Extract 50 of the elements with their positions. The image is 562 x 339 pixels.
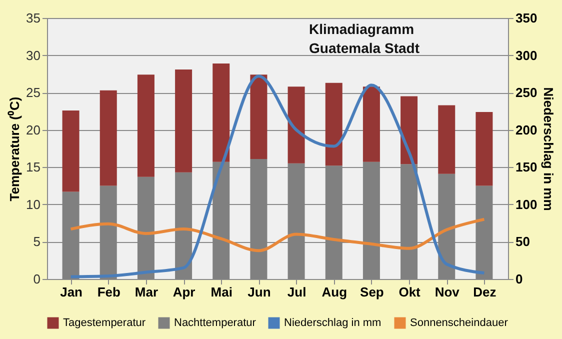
bar xyxy=(212,63,230,162)
x-tick-label: Jan xyxy=(60,284,83,300)
bar xyxy=(400,96,418,164)
legend-label: Nachttemperatur xyxy=(174,317,256,329)
legend-label: Niederschlag in mm xyxy=(284,317,382,329)
x-tick-label: Apr xyxy=(172,284,196,300)
y2-tick-label: 300 xyxy=(516,48,538,63)
bar xyxy=(325,82,342,166)
y-tick-label: 0 xyxy=(33,272,40,286)
bar xyxy=(362,86,380,162)
bar xyxy=(100,90,117,186)
legend-label: Sonnenscheindauer xyxy=(410,317,508,329)
y-tick-label: 30 xyxy=(26,48,40,63)
x-tick-label: Mar xyxy=(134,284,158,300)
x-tick-label: Sep xyxy=(360,284,384,300)
chart-title: Klimadiagramm xyxy=(309,21,414,37)
y-tick-label: 15 xyxy=(26,160,40,175)
x-tick-label: Jul xyxy=(287,284,306,300)
bar xyxy=(175,69,192,172)
x-tick-label: Feb xyxy=(97,284,120,300)
y2-tick-label: 200 xyxy=(516,122,538,138)
y2-tick-label: 0 xyxy=(516,272,523,286)
y-tick-label: 10 xyxy=(26,196,40,212)
bar xyxy=(250,74,268,159)
y-tick-label: 5 xyxy=(33,234,40,250)
legend-label: Tagestemperatur xyxy=(63,317,146,329)
x-tick-label: Dez xyxy=(473,284,497,300)
bar xyxy=(476,112,493,186)
y-axis-title: Temperature (⁰C) xyxy=(7,96,22,202)
y-tick-label: 25 xyxy=(26,85,40,100)
bar xyxy=(288,86,305,164)
bar xyxy=(137,74,154,177)
x-tick-label: Jun xyxy=(248,284,271,300)
x-tick-label: Nov xyxy=(434,284,460,300)
x-tick-label: Mai xyxy=(210,284,232,300)
text: Guatemala Stadt xyxy=(309,40,420,56)
y2-tick-label: 250 xyxy=(516,85,538,100)
y2-tick-label: 50 xyxy=(516,234,530,250)
y2-tick-label: 150 xyxy=(516,160,538,175)
x-tick-label: Aug xyxy=(322,284,348,300)
x-tick-label: Okt xyxy=(398,284,422,300)
bar xyxy=(62,110,80,192)
y2-axis-title: Niederschlag in mm xyxy=(541,87,556,211)
line-series xyxy=(69,218,486,252)
y-tick-label: 35 xyxy=(26,10,40,26)
y-tick-label: 20 xyxy=(26,122,40,138)
line-series xyxy=(69,74,486,278)
bar xyxy=(438,105,456,174)
y2-tick-label: 100 xyxy=(516,196,538,212)
y2-tick-label: 350 xyxy=(516,10,538,26)
